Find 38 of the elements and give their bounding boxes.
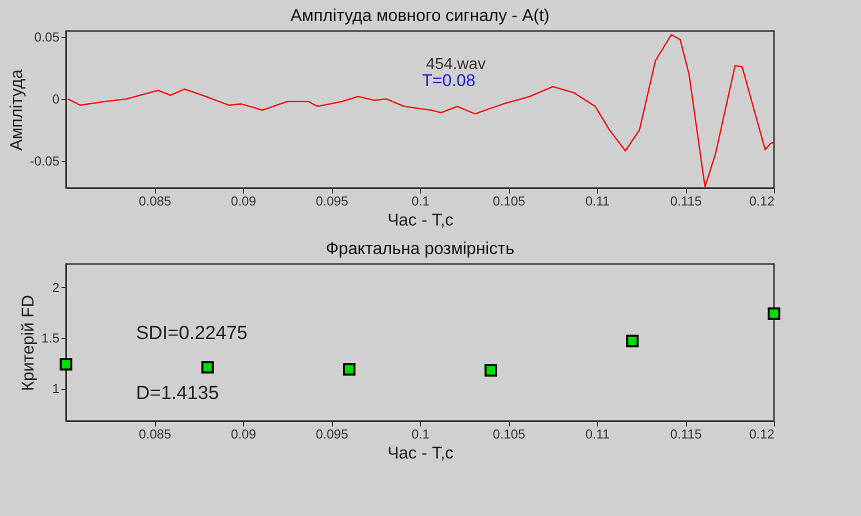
x-tick-label: 0.095 — [316, 194, 348, 208]
point — [201, 361, 214, 374]
y-tick-label: 0 — [52, 91, 60, 106]
x-tick-label: 0.085 — [138, 426, 172, 442]
x-axis-title: Час - T,с — [387, 444, 454, 462]
y-tick-label: 0.05 — [34, 30, 60, 45]
y-axis-title: Амплітуда — [6, 68, 26, 151]
x-axis-title: Час - T,с — [387, 210, 454, 230]
x-tick-label: 0.095 — [316, 426, 348, 442]
x-tick-label: 0.085 — [138, 194, 172, 208]
chart-title: Амплітуда мовного сигналу - A(t) — [290, 6, 550, 25]
point — [768, 307, 780, 320]
y-tick-label: 1.5 — [41, 330, 60, 346]
x-tick-label: 0.105 — [492, 194, 526, 208]
x-tick-label: 0.11 — [585, 194, 610, 208]
point — [484, 364, 498, 377]
y-axis-title: Критерій FD — [18, 294, 38, 392]
x-tick-label: 0.1 — [411, 194, 430, 208]
point — [626, 334, 639, 348]
x-tick-label: 0.1 — [411, 426, 430, 442]
point — [342, 363, 356, 376]
chart-title: Фрактальна розмірність — [326, 239, 514, 258]
annotation: 454.wav — [426, 56, 486, 73]
x-tick-label: 0.09 — [230, 426, 256, 442]
x-tick-label: 0.12 — [749, 426, 774, 442]
y-tick-label: 2 — [52, 280, 60, 295]
y-tick-label: 1 — [52, 381, 60, 396]
x-tick-label: 0.115 — [670, 194, 702, 208]
y-tick-label: -0.05 — [30, 153, 60, 168]
x-tick-label: 0.115 — [670, 426, 702, 442]
point — [60, 358, 72, 371]
annotation: T=0.08 — [422, 71, 476, 90]
annotation: D=1.4135 — [136, 383, 219, 404]
x-tick-label: 0.12 — [749, 194, 774, 208]
annotation: SDI=0.22475 — [136, 323, 248, 344]
x-tick-label: 0.09 — [230, 194, 256, 208]
x-tick-label: 0.11 — [585, 426, 610, 442]
x-tick-label: 0.105 — [492, 426, 526, 442]
